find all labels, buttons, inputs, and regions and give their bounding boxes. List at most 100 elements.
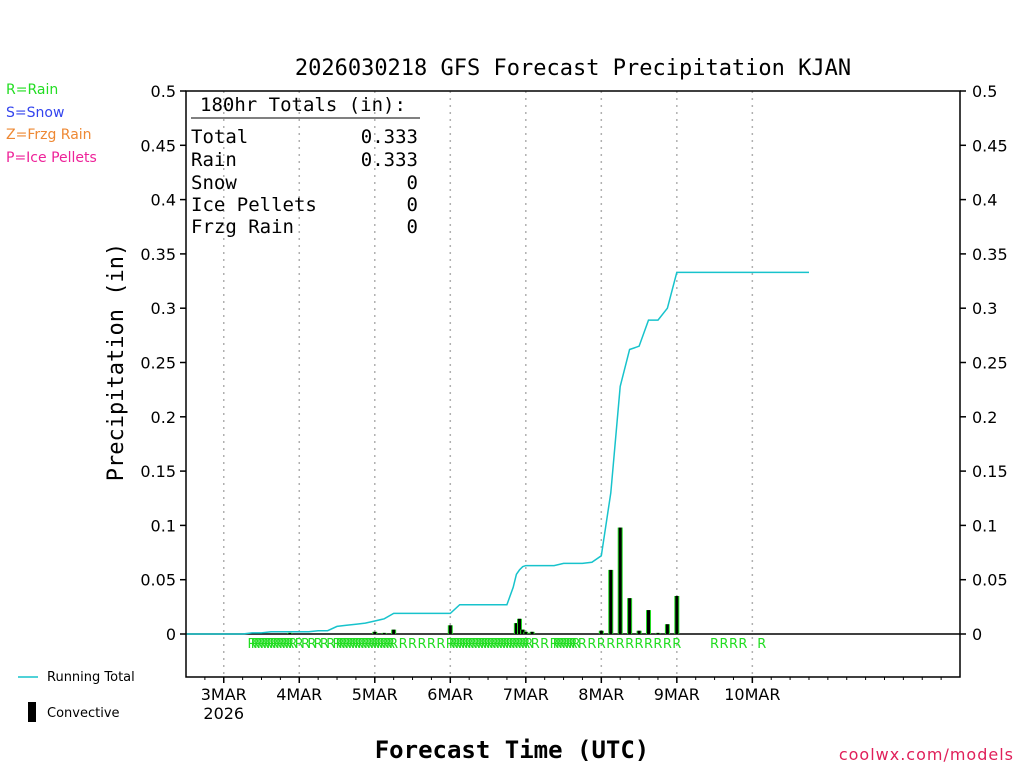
type-marker-95: R	[757, 637, 766, 652]
type-marker-22: R	[339, 637, 348, 652]
type-marker-44: R	[446, 637, 455, 652]
convective-bar-14	[637, 630, 641, 634]
type-marker-13: R	[288, 637, 297, 652]
type-marker-37: R	[386, 637, 395, 652]
type-marker-41: R	[417, 637, 426, 652]
totals-row-label-frzg: Frzg Rain	[191, 216, 294, 238]
convective-bar-8	[524, 631, 528, 634]
type-marker-75: R	[559, 637, 568, 652]
convective-bar-0	[288, 632, 292, 634]
convective-bar-4	[448, 625, 452, 634]
type-marker-9: R	[276, 637, 285, 652]
type-marker-92: R	[720, 637, 729, 652]
type-marker-31: R	[367, 637, 376, 652]
ytick-label-left-2: 0.1	[151, 516, 176, 535]
type-marker-35: R	[380, 637, 389, 652]
type-marker-0: R	[248, 637, 257, 652]
type-marker-89: R	[663, 637, 672, 652]
ytick-label-right-10: 0.5	[972, 82, 997, 101]
type-marker-87: R	[644, 637, 653, 652]
type-marker-82: R	[597, 637, 606, 652]
type-marker-60: R	[496, 637, 505, 652]
ytick-label-left-0: 0	[166, 625, 176, 644]
running-total-line	[186, 271, 809, 635]
type-marker-2: R	[254, 637, 263, 652]
type-marker-93: R	[729, 637, 738, 652]
grid-layer	[223, 91, 754, 677]
totals-row-value-ice: 0	[407, 194, 418, 216]
totals-box: 180hr Totals (in): Total 0.333 Rain 0.33…	[191, 94, 420, 238]
type-marker-17: R	[314, 637, 323, 652]
legend-running-total: Running Total	[47, 670, 135, 685]
convective-bar-18	[675, 595, 679, 634]
convective-bars	[287, 527, 680, 634]
ytick-label-left-10: 0.5	[151, 82, 176, 101]
convective-bar-17	[665, 624, 669, 634]
plot-frame	[185, 90, 961, 678]
type-marker-80: R	[578, 637, 587, 652]
type-marker-4: R	[260, 637, 269, 652]
convective-bar-9	[530, 631, 534, 634]
ytick-label-right-2: 0.1	[972, 516, 997, 535]
type-marker-45: R	[449, 637, 458, 652]
convective-bar-12	[618, 527, 622, 634]
type-marker-70: R	[531, 637, 540, 652]
type-marker-16: R	[307, 637, 316, 652]
type-marker-64: R	[509, 637, 518, 652]
type-marker-40: R	[408, 637, 417, 652]
ytick-label-left-5: 0.25	[140, 354, 176, 373]
type-marker-84: R	[616, 637, 625, 652]
type-marker-47: R	[455, 637, 464, 652]
ytick-label-left-3: 0.15	[140, 462, 176, 481]
y-axis-label: Precipitation (in)	[104, 243, 129, 481]
type-marker-83: R	[606, 637, 615, 652]
type-marker-48: R	[458, 637, 467, 652]
type-marker-1: R	[251, 637, 260, 652]
ytick-label-left-4: 0.2	[151, 408, 176, 427]
type-marker-21: R	[336, 637, 345, 652]
type-marker-59: R	[493, 637, 502, 652]
type-marker-32: R	[370, 637, 379, 652]
type-marker-66: R	[515, 637, 524, 652]
type-marker-88: R	[653, 637, 662, 652]
type-marker-53: R	[474, 637, 483, 652]
convective-swatch	[28, 702, 36, 722]
type-marker-33: R	[373, 637, 382, 652]
type-marker-81: R	[587, 637, 596, 652]
type-marker-42: R	[427, 637, 436, 652]
totals-row-label-rain: Rain	[191, 149, 237, 171]
type-marker-23: R	[342, 637, 351, 652]
credit-link[interactable]: coolwx.com/models	[838, 745, 1014, 764]
type-marker-67: R	[518, 637, 527, 652]
totals-row-label-total: Total	[191, 126, 248, 148]
type-marker-56: R	[484, 637, 493, 652]
type-marker-19: R	[326, 637, 335, 652]
xtick-label-7: 10MAR	[724, 685, 780, 704]
ytick-label-right-7: 0.35	[972, 245, 1008, 264]
type-marker-30: R	[364, 637, 373, 652]
type-marker-26: R	[351, 637, 360, 652]
type-marker-55: R	[480, 637, 489, 652]
type-marker-39: R	[399, 637, 408, 652]
type-marker-12: R	[285, 637, 294, 652]
type-marker-36: R	[383, 637, 392, 652]
ytick-label-right-1: 0.05	[972, 571, 1008, 590]
ytick-label-right-6: 0.3	[972, 299, 997, 318]
type-marker-63: R	[506, 637, 515, 652]
convective-bar-7	[521, 629, 525, 634]
xtick-label-1: 4MAR	[276, 685, 322, 704]
ytick-label-left-6: 0.3	[151, 299, 176, 318]
type-marker-74: R	[556, 637, 565, 652]
type-marker-38: R	[389, 637, 398, 652]
xtick-label-2: 5MAR	[352, 685, 398, 704]
ytick-label-right-4: 0.2	[972, 408, 997, 427]
ytick-label-right-5: 0.25	[972, 354, 1008, 373]
type-marker-94: R	[738, 637, 747, 652]
type-marker-14: R	[295, 637, 304, 652]
type-marker-50: R	[465, 637, 474, 652]
ytick-label-right-9: 0.45	[972, 136, 1008, 155]
totals-row-value-snow: 0	[407, 172, 418, 194]
